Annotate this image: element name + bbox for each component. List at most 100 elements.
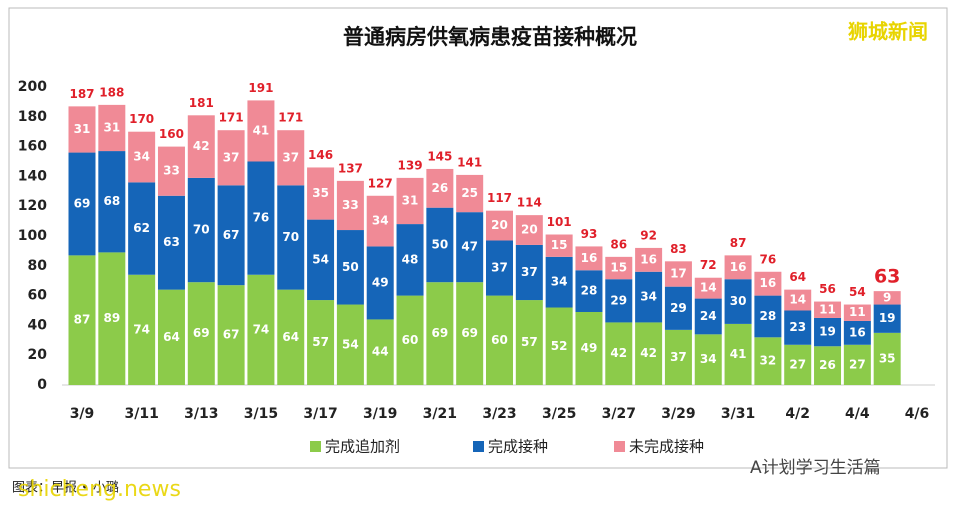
y-tick-label: 200 (18, 79, 47, 95)
data-label: 15 (610, 261, 627, 275)
data-label: 35 (879, 351, 896, 365)
data-label: 49 (581, 341, 598, 355)
data-label: 69 (74, 196, 91, 210)
bar-segment (396, 295, 424, 385)
data-label: 67 (223, 228, 240, 242)
x-tick-label: 3/13 (184, 406, 218, 422)
bar-segment (635, 247, 663, 272)
data-label: 42 (610, 346, 627, 360)
x-tick-label: 3/17 (303, 406, 337, 422)
bar-segment (843, 320, 871, 345)
bar-segment (128, 182, 156, 275)
bar-segment (635, 322, 663, 385)
bar-segment (217, 185, 245, 286)
data-label: 34 (372, 214, 389, 228)
data-label: 31 (74, 122, 91, 136)
data-label: 41 (253, 123, 270, 137)
total-label: 188 (99, 85, 124, 99)
y-tick-label: 120 (18, 198, 47, 214)
data-label: 14 (789, 293, 806, 307)
bar-segment (98, 252, 126, 385)
data-label: 33 (163, 164, 180, 178)
bar-segment (68, 152, 96, 256)
data-label: 37 (491, 261, 508, 275)
total-label: 76 (760, 252, 777, 266)
data-label: 64 (163, 330, 180, 344)
bar-segment (486, 240, 513, 296)
bar-segment (396, 177, 424, 225)
data-label: 27 (849, 357, 866, 371)
bar-segment (873, 291, 901, 305)
data-label: 44 (372, 345, 389, 359)
total-label: 170 (129, 112, 154, 126)
bar-segment (68, 255, 96, 385)
bar-segment (366, 319, 394, 385)
data-label: 69 (461, 326, 478, 340)
data-label: 28 (760, 309, 777, 323)
bar-segment (426, 282, 454, 385)
bar-segment (814, 317, 842, 347)
data-label: 62 (133, 221, 150, 235)
y-tick-label: 60 (28, 288, 48, 304)
data-label: 23 (789, 320, 806, 334)
data-label: 35 (312, 186, 329, 200)
data-label: 31 (402, 193, 419, 207)
bar-segment (157, 146, 185, 196)
data-label: 25 (461, 186, 478, 200)
bar-segment (784, 344, 812, 385)
total-label: 83 (670, 242, 687, 256)
bar-segment (873, 332, 901, 385)
data-label: 31 (103, 120, 120, 134)
bar-segment (486, 210, 513, 241)
bar-segment (843, 344, 871, 385)
x-tick-label: 3/15 (244, 406, 278, 422)
total-label: 137 (338, 161, 363, 175)
total-label: 187 (69, 87, 94, 101)
bar-segment (157, 289, 185, 385)
data-label: 29 (670, 301, 687, 315)
total-label: 56 (819, 282, 836, 296)
data-label: 42 (193, 139, 210, 153)
total-label: 139 (398, 158, 423, 172)
site: shicheng.news (18, 477, 181, 502)
total-label: 181 (189, 96, 214, 110)
bar-segment (247, 161, 275, 275)
chart-title: 普通病房供氧病患疫苗接种概况 (343, 25, 637, 49)
data-label: 34 (640, 290, 657, 304)
bar-segment (68, 106, 96, 153)
bar-segment (336, 304, 364, 385)
bar-segment (187, 282, 215, 385)
x-tick-label: 4/2 (785, 406, 810, 422)
data-label: 19 (819, 325, 836, 339)
y-tick-label: 80 (28, 258, 48, 274)
data-label: 16 (760, 276, 777, 290)
total-label: 145 (427, 149, 452, 163)
bar-segment (605, 256, 633, 280)
legend-label: 完成追加剂 (325, 438, 400, 456)
bar-segment (157, 195, 185, 290)
data-label: 16 (640, 252, 657, 266)
bar-segment (754, 295, 782, 338)
x-tick-label: 3/31 (721, 406, 755, 422)
legend-swatch (614, 441, 625, 452)
data-label: 60 (491, 333, 508, 347)
data-label: 26 (432, 181, 449, 195)
bar-segment (605, 322, 633, 385)
bar-segment (366, 195, 394, 247)
bar-segment (277, 289, 305, 385)
data-label: 11 (849, 305, 866, 319)
bar-segment (277, 185, 305, 290)
bar-segment (366, 246, 394, 320)
total-label: 114 (517, 196, 542, 210)
data-label: 54 (342, 337, 359, 351)
data-label: 20 (521, 223, 538, 237)
data-label: 87 (74, 313, 91, 327)
data-label: 64 (282, 330, 299, 344)
bar-segment (784, 289, 812, 311)
bar-segment (217, 130, 245, 186)
bar-segment (98, 104, 126, 152)
data-label: 50 (432, 237, 449, 251)
total-label: 87 (730, 236, 747, 250)
x-tick-label: 4/4 (845, 406, 870, 422)
bar-segment (307, 167, 335, 220)
